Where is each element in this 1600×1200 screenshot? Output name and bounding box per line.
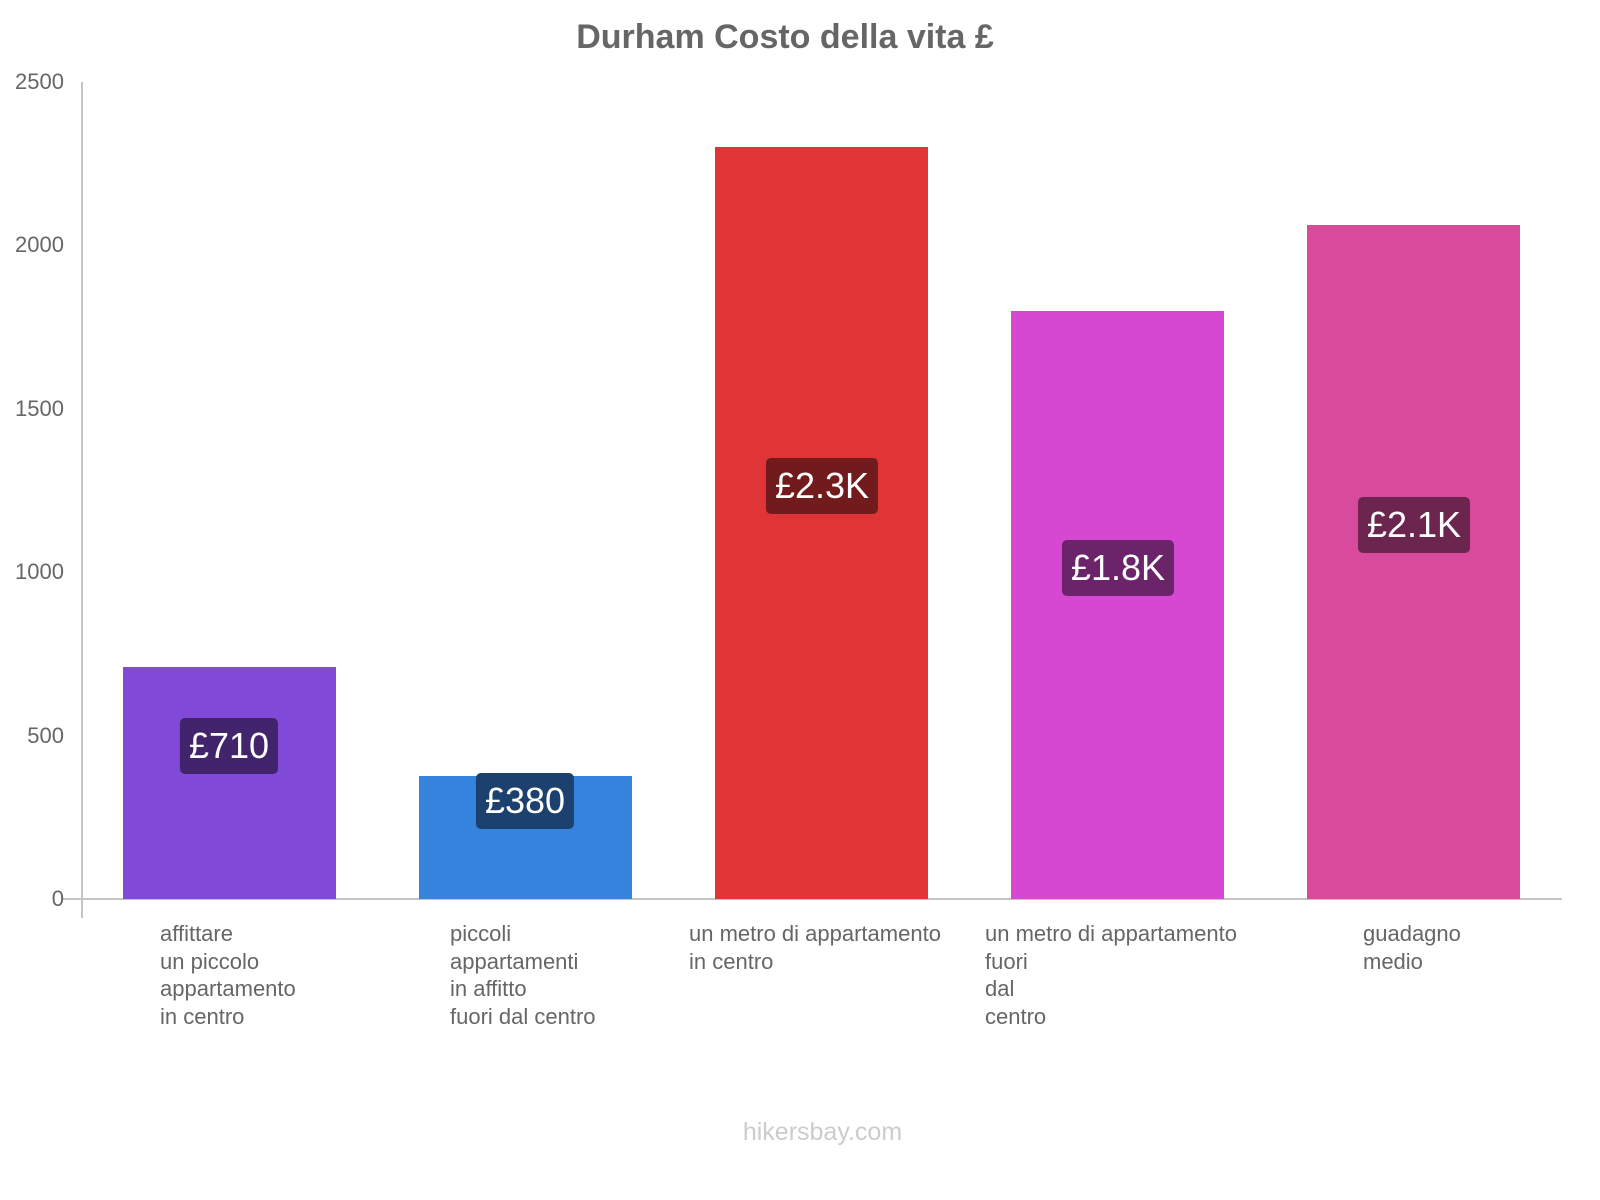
- value-label: £1.8K: [1061, 540, 1175, 596]
- bar-rent-small-apartment-center[interactable]: [123, 667, 336, 899]
- value-label: £710: [179, 718, 279, 774]
- x-axis: [62, 898, 1562, 900]
- value-label: £2.1K: [1357, 497, 1471, 553]
- x-category-label: un metro di appartamento in centro: [689, 921, 941, 974]
- bar-average-salary[interactable]: [1307, 225, 1520, 899]
- value-label: £380: [475, 773, 575, 829]
- x-category-label: piccoli appartamenti in affitto fuori da…: [450, 921, 596, 1029]
- value-label: £2.3K: [765, 458, 879, 514]
- y-tick-2000: 2000: [15, 232, 64, 257]
- bar-sqm-apartment-outside[interactable]: [1011, 311, 1224, 899]
- chart-title: Durham Costo della vita £: [576, 18, 994, 56]
- y-tick-500: 500: [27, 723, 64, 748]
- x-category-label: guadagno medio: [1363, 921, 1461, 974]
- y-tick-0: 0: [51, 886, 64, 911]
- watermark: hikersbay.com: [742, 1118, 903, 1146]
- y-axis: [81, 82, 83, 918]
- y-tick-1000: 1000: [15, 559, 64, 584]
- bar-sqm-apartment-center[interactable]: [715, 147, 928, 899]
- y-tick-2500: 2500: [15, 69, 64, 94]
- y-tick-1500: 1500: [15, 396, 64, 421]
- x-category-label: un metro di appartamento fuori dal centr…: [985, 921, 1237, 1029]
- x-category-label: affittare un piccolo appartamento in cen…: [160, 921, 296, 1029]
